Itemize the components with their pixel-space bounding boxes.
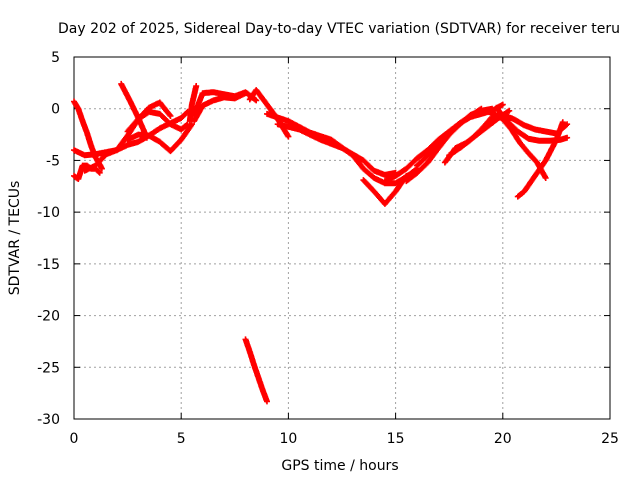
x-tick-label: 25 [601, 431, 619, 447]
series-marks [360, 169, 420, 207]
y-tick-label: 5 [51, 50, 60, 66]
series-arc-22 [514, 119, 566, 200]
series-arc-6 [124, 108, 191, 135]
series-arc-4 [81, 99, 174, 174]
series-marks [274, 121, 399, 178]
series-marks [514, 119, 566, 200]
tick-labels: 0 5 10 15 20 25 5 0 -5 -10 -15 -20 -25 -30 [37, 50, 619, 447]
series-arc-7 [124, 121, 195, 155]
series-marks [414, 105, 485, 169]
series-marks [403, 105, 496, 185]
x-tick-label: 10 [279, 431, 297, 447]
y-axis-label: SDTVAR / TECUs [7, 181, 23, 296]
series-marks [191, 90, 249, 125]
series-arc-13 [274, 121, 399, 178]
x-axis-label: GPS time / hours [281, 458, 398, 474]
x-tick-label: 5 [177, 431, 186, 447]
plot-frame [73, 56, 611, 420]
y-tick-label: -10 [37, 205, 60, 221]
series-arc-10 [186, 83, 200, 125]
x-tick-label: 0 [70, 431, 79, 447]
series-arc-17 [414, 105, 485, 169]
x-tick-label: 15 [387, 431, 405, 447]
y-tick-label: -25 [37, 360, 60, 376]
x-tick-label: 20 [494, 431, 512, 447]
series-arc-9 [191, 90, 249, 125]
series-marks [186, 83, 200, 125]
y-tick-label: 0 [51, 102, 60, 118]
y-tick-label: -15 [37, 257, 60, 273]
y-tick-label: -20 [37, 309, 60, 325]
series-arc-16 [403, 105, 496, 185]
series-arc-23 [242, 336, 270, 405]
series-marks [124, 121, 195, 155]
y-tick-label: -5 [46, 153, 60, 169]
series-arc-14 [360, 169, 420, 207]
series-marks [81, 99, 174, 174]
series-marks [124, 108, 191, 135]
series-marks [242, 336, 270, 405]
data-points [71, 80, 571, 405]
y-tick-label: -30 [37, 412, 60, 428]
chart-title: Day 202 of 2025, Sidereal Day-to-day VTE… [58, 21, 620, 37]
